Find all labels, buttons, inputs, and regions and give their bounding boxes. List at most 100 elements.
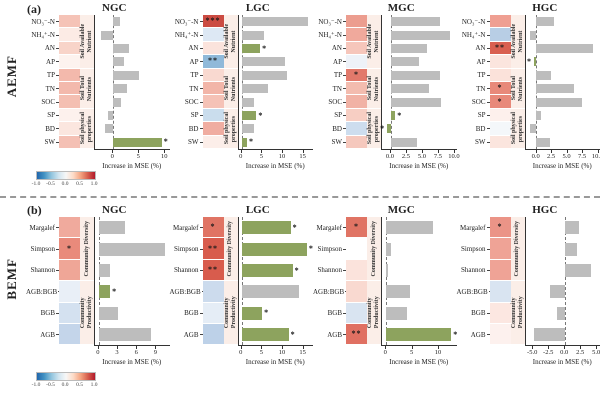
- x-axis-tick-label: 0.0: [531, 153, 540, 160]
- heat-cell: [346, 15, 367, 29]
- group-label: Soil Available Nutrient: [510, 23, 524, 59]
- variable-label: SOC: [26, 95, 59, 108]
- bar-plot: *: [94, 15, 170, 150]
- colorbar-tick-label: -0.5: [46, 382, 55, 388]
- heat-cell: [489, 323, 511, 346]
- heat-cell: [59, 135, 80, 149]
- importance-bar: [241, 84, 268, 94]
- heat-significance-stars: **: [495, 42, 505, 52]
- heat-cell: *: [346, 217, 367, 239]
- x-axis-tick: [261, 346, 263, 350]
- importance-bar: [564, 242, 578, 256]
- variable-label: Margalef: [170, 217, 203, 238]
- importance-bar: [241, 137, 248, 147]
- variable-label: Shannon: [313, 260, 346, 281]
- importance-bar: [112, 44, 130, 53]
- importance-bar: [241, 17, 309, 27]
- heat-significance-stars: *: [497, 222, 503, 232]
- x-axis-tick: [136, 346, 138, 350]
- variable-label: Simpson: [457, 238, 490, 259]
- x-axis-tick: [385, 346, 387, 350]
- panel-title: NGC: [102, 203, 127, 216]
- x-axis-tick: [282, 346, 284, 350]
- row-b-axis-label: BEMF: [4, 258, 19, 300]
- variable-labels-column: NO₃⁻-N NH₄⁺-N AN AP TP TN SOC SP BD SW: [170, 15, 203, 171]
- importance-bar: [564, 221, 579, 235]
- x-axis-title: Increase in MSE (%): [102, 358, 162, 367]
- importance-bar: [386, 221, 434, 235]
- importance-bar: [534, 328, 565, 342]
- group-cell: Soil Total Nutrients: [510, 68, 525, 109]
- importance-bar: [98, 285, 111, 299]
- colorbar-tick-label: 0.5: [76, 382, 83, 388]
- variable-label: SOC: [170, 95, 203, 108]
- x-axis-tick-label: 5: [259, 349, 264, 357]
- variable-label: AGB:BGB: [313, 281, 346, 302]
- heat-cell: [202, 68, 224, 82]
- x-axis-tick-label: 5.0: [417, 153, 426, 160]
- heat-cell: [59, 122, 80, 136]
- correlation-heat-strip: *****: [202, 15, 224, 171]
- correlation-heat-strip: *: [489, 217, 511, 367]
- x-axis-tick: [138, 150, 140, 153]
- x-axis-tick: [389, 150, 391, 153]
- x-axis-tick-label: 0.0: [560, 349, 569, 357]
- x-axis-tick-label: -5.0: [527, 349, 538, 357]
- importance-bar: [536, 84, 575, 94]
- bar-significance-star: *: [453, 329, 458, 339]
- variable-label: AP: [313, 55, 346, 68]
- importance-bar: [241, 30, 264, 40]
- bar-significance-star: *: [292, 222, 297, 232]
- group-label: Soil Total Nutrients: [80, 76, 93, 101]
- variable-label: AGB: [457, 324, 490, 345]
- importance-bar: [98, 221, 126, 235]
- heat-cell: [346, 108, 367, 123]
- variable-label: TP: [26, 69, 59, 82]
- bar-plot: [524, 217, 600, 347]
- importance-bar: [241, 328, 289, 342]
- variable-label: Simpson: [26, 238, 59, 259]
- x-axis-tick: [438, 346, 440, 350]
- group-label: Community Productivity: [367, 296, 380, 329]
- x-axis-tick-label: 2.5: [547, 153, 556, 160]
- variable-group-strip: Soil Available Nutrient Soil Total Nutrie…: [367, 15, 381, 171]
- x-axis: 0.0 2.5 5.0 7.5 10.0: [381, 150, 460, 161]
- colorbar-b: -1.0 -0.5 0.0 0.5 1.0: [28, 372, 118, 389]
- variable-label: SW: [313, 136, 346, 149]
- group-label: Community Diversity: [227, 220, 234, 277]
- variable-labels-column: Margalef Simpson Shannon AGB:BGB BGB AGB: [170, 217, 203, 367]
- x-axis-tick-label: 15: [299, 349, 306, 357]
- variable-label: TN: [457, 82, 490, 95]
- importance-bar: [241, 97, 254, 107]
- panel-title: LGC: [245, 203, 270, 216]
- x-axis-tick-label: 3: [115, 349, 119, 357]
- group-label: Community Diversity: [514, 220, 521, 277]
- heat-cell: [346, 41, 367, 56]
- heat-significance-stars: **: [208, 264, 218, 274]
- heat-cell: [346, 122, 367, 136]
- variable-label: AGB: [313, 324, 346, 345]
- group-label: Soil Available Nutrient: [223, 23, 237, 59]
- x-axis-tick: [532, 346, 534, 350]
- x-axis-tick: [405, 150, 407, 153]
- heat-cell: **: [489, 41, 511, 56]
- correlation-heat-strip: *: [346, 15, 367, 171]
- importance-bar: [241, 57, 286, 67]
- group-label: Soil physical properties: [367, 112, 380, 145]
- variable-group-strip: Soil Available Nutrient Soil Total Nutrie…: [223, 15, 238, 171]
- heat-cell: [346, 81, 367, 96]
- panel-aemf-ngc: NGC NO₃⁻-N NH₄⁺-N AN AP TP TN SOC SP BD SW Soil Ava…: [26, 0, 170, 171]
- variable-label: Shannon: [170, 260, 203, 281]
- row-a-axis-label: AEMF: [4, 55, 19, 98]
- variable-label: Margalef: [26, 217, 59, 238]
- variable-label: NH₄⁺-N: [26, 28, 59, 41]
- heat-cell: [59, 95, 80, 109]
- x-axis-title: Increase in MSE (%): [389, 162, 449, 170]
- x-axis-tick: [437, 150, 439, 153]
- x-axis-tick-label: 0: [96, 349, 100, 357]
- group-cell: Community Diversity: [80, 217, 94, 282]
- heat-cell: [202, 281, 224, 303]
- x-axis-tick: [564, 346, 566, 350]
- x-axis-tick: [411, 346, 413, 350]
- variable-label: Margalef: [457, 217, 490, 238]
